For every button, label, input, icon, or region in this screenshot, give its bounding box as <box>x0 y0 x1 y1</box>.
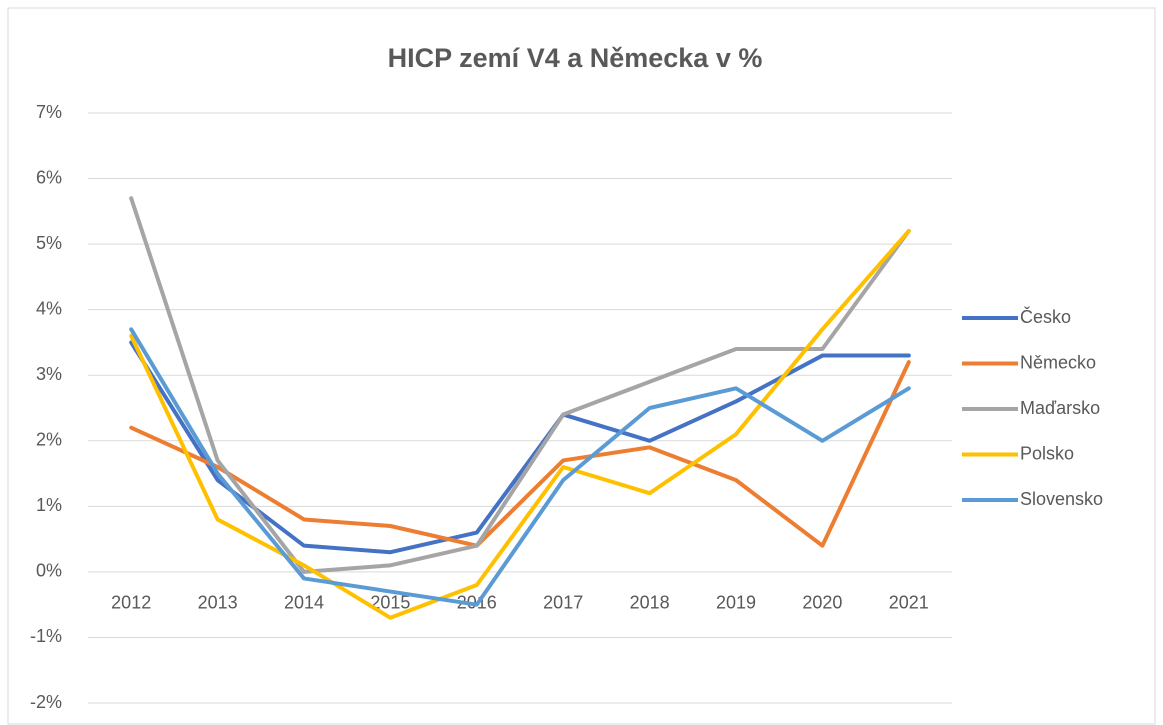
legend-label: Polsko <box>1020 443 1074 463</box>
x-tick-label: 2017 <box>543 593 583 613</box>
y-tick-label: 0% <box>36 561 62 581</box>
line-series <box>129 196 911 574</box>
line-series <box>129 327 911 607</box>
legend-label: Česko <box>1020 306 1071 327</box>
x-tick-label: 2019 <box>716 593 756 613</box>
legend-label: Slovensko <box>1020 489 1103 509</box>
y-tick-label: 6% <box>36 167 62 187</box>
line-series <box>129 340 911 555</box>
x-tick-label: 2014 <box>284 593 324 613</box>
legend-label: Německo <box>1020 352 1096 372</box>
x-tick-label: 2018 <box>630 593 670 613</box>
y-tick-label: -2% <box>30 692 62 712</box>
y-tick-label: 5% <box>36 233 62 253</box>
y-tick-label: 7% <box>36 102 62 122</box>
x-tick-label: 2013 <box>198 593 238 613</box>
line-series <box>129 229 911 620</box>
y-tick-label: -1% <box>30 626 62 646</box>
y-tick-label: 2% <box>36 430 62 450</box>
x-tick-label: 2012 <box>111 593 151 613</box>
y-tick-label: 3% <box>36 364 62 384</box>
chart-border <box>7 7 1156 725</box>
x-tick-label: 2015 <box>370 593 410 613</box>
chart-title: HICP zemí V4 a Německa v % <box>388 43 763 73</box>
x-tick-label: 2021 <box>889 593 929 613</box>
y-tick-label: 4% <box>36 298 62 318</box>
line-series <box>129 360 911 548</box>
x-tick-label: 2020 <box>802 593 842 613</box>
legend-label: Maďarsko <box>1020 398 1100 418</box>
y-tick-label: 1% <box>36 495 62 515</box>
